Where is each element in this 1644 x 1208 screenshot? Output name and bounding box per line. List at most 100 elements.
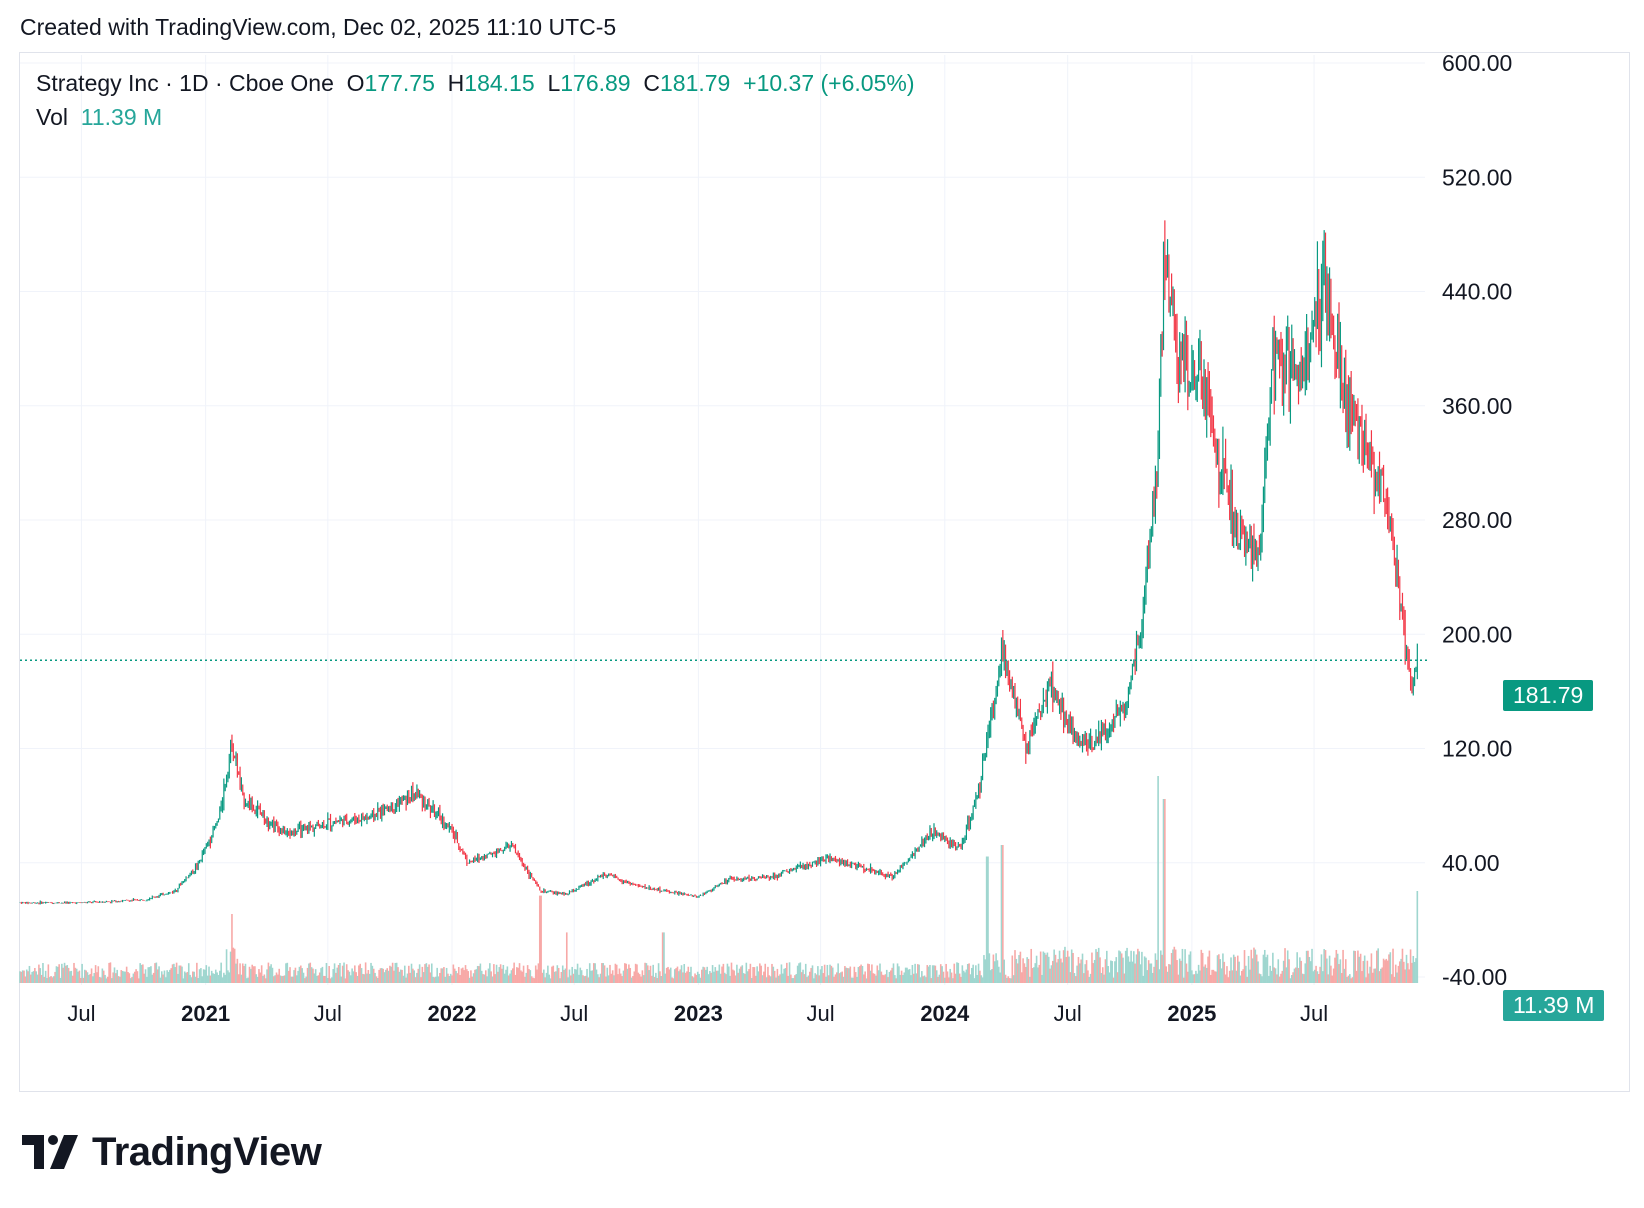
volume-bar <box>67 967 70 983</box>
volume-bar <box>630 977 633 983</box>
volume-bar <box>1068 956 1070 983</box>
volume-bar <box>441 968 444 983</box>
volume-bar <box>522 965 525 983</box>
tradingview-logo[interactable]: TradingView <box>22 1130 322 1174</box>
volume-bar <box>786 962 788 983</box>
volume-bar <box>1089 973 1092 983</box>
volume-bar <box>150 966 152 983</box>
volume-bar <box>212 973 214 983</box>
volume-bar <box>406 973 409 983</box>
volume-bar <box>101 968 104 983</box>
volume-bar <box>894 975 896 983</box>
volume-bar <box>135 969 137 983</box>
volume-bar <box>412 968 414 983</box>
volume-bar <box>1340 972 1343 983</box>
volume-bar <box>1027 958 1030 983</box>
volume-bar <box>1404 969 1406 983</box>
volume-bar <box>479 963 482 983</box>
volume-bar <box>881 974 884 983</box>
volume-bar <box>514 974 517 983</box>
volume-bar <box>879 963 881 983</box>
volume-bar <box>675 968 677 983</box>
volume-bar <box>358 965 360 983</box>
volume-bar <box>636 964 638 983</box>
volume-bar <box>1301 973 1304 983</box>
volume-bar <box>73 962 75 983</box>
volume-bar <box>625 963 627 983</box>
volume-bar <box>449 973 452 983</box>
volume-bar <box>367 970 370 983</box>
volume-bar <box>966 963 969 983</box>
volume-bar <box>1199 970 1201 983</box>
volume-bar <box>447 973 449 983</box>
volume-bar <box>1065 956 1068 983</box>
volume-bar <box>908 969 911 983</box>
volume-bar <box>700 969 703 983</box>
volume-bar <box>309 962 312 983</box>
volume-bar <box>1195 970 1197 983</box>
volume-bar <box>1286 950 1289 983</box>
volume-bar <box>1138 951 1141 983</box>
volume-bar <box>100 977 102 983</box>
volume-bar <box>767 966 769 983</box>
volume-bar <box>529 970 532 983</box>
volume-bar <box>1216 955 1219 983</box>
volume-bar <box>923 975 926 983</box>
volume-bar <box>158 966 160 983</box>
volume-bar <box>841 971 843 983</box>
volume-bar <box>1326 958 1328 983</box>
volume-bar <box>371 965 374 983</box>
volume-bar <box>1188 954 1190 983</box>
volume-bar <box>900 970 903 983</box>
volume-bar <box>1400 958 1402 983</box>
volume-bar <box>533 978 536 983</box>
volume-bar <box>543 969 545 983</box>
y-tick-label: 600.00 <box>1442 50 1512 76</box>
volume-bar <box>996 960 999 983</box>
volume-bar <box>1081 953 1084 983</box>
volume-bar <box>46 978 48 983</box>
volume-bar <box>163 970 166 983</box>
volume-bar <box>159 977 162 983</box>
volume-bar <box>418 964 421 983</box>
volume-bar <box>1057 959 1060 983</box>
volume-bar <box>128 973 131 983</box>
volume-bar <box>619 973 622 983</box>
volume-bar <box>1278 976 1281 983</box>
volume-bar <box>223 972 225 983</box>
volume-bar <box>463 970 465 983</box>
volume-bar <box>1022 958 1024 983</box>
volume-bar <box>1093 959 1096 983</box>
volume-bar <box>618 968 621 983</box>
volume-bar <box>368 973 371 983</box>
volume-bar <box>205 965 208 983</box>
volume-bar <box>1231 970 1234 983</box>
volume-bar <box>1142 975 1145 983</box>
volume-bar <box>347 970 349 983</box>
y-tick-label: 200.00 <box>1442 621 1512 647</box>
volume-bar <box>166 970 168 983</box>
volume-bar <box>27 971 29 983</box>
volume-bar <box>254 966 256 983</box>
y-tick-label: 280.00 <box>1442 507 1512 533</box>
volume-bar <box>957 962 960 983</box>
volume-bar <box>819 969 822 983</box>
volume-bar <box>44 970 47 983</box>
volume-bar <box>436 967 438 983</box>
volume-bar <box>1004 974 1007 983</box>
volume-bar <box>246 978 248 983</box>
volume-bar <box>822 973 825 983</box>
volume-bar <box>317 975 320 983</box>
y-tick-label: -40.00 <box>1442 964 1507 990</box>
volume-bar <box>457 966 460 983</box>
volume-bar <box>968 963 970 983</box>
volume-bar <box>489 963 491 983</box>
volume-bar <box>491 976 494 983</box>
volume-bar <box>378 969 380 983</box>
volume-bar <box>420 977 422 983</box>
volume-bar <box>1408 969 1411 983</box>
volume-bar <box>1030 948 1033 983</box>
volume-bar <box>282 975 285 983</box>
volume-bar <box>981 977 984 983</box>
